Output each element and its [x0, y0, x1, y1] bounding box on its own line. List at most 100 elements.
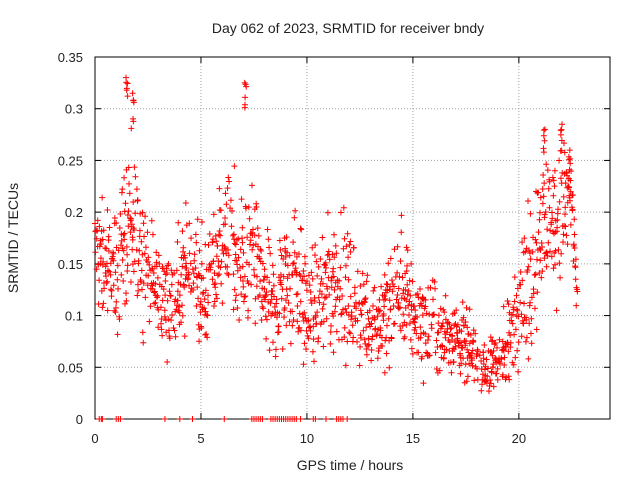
- data-point: [115, 247, 122, 254]
- data-point: [348, 316, 355, 323]
- data-point: [357, 334, 364, 341]
- data-point: [320, 301, 327, 308]
- data-point: [525, 263, 532, 270]
- data-point: [321, 294, 328, 301]
- data-point: [124, 80, 131, 87]
- data-point: [393, 296, 400, 303]
- data-point: [176, 309, 183, 316]
- data-point: [363, 324, 370, 331]
- data-point: [448, 369, 455, 376]
- data-point: [166, 327, 172, 334]
- data-point: [263, 316, 270, 323]
- data-point: [207, 264, 214, 271]
- data-point: [382, 295, 389, 302]
- data-point: [404, 291, 411, 298]
- data-point: [153, 249, 160, 256]
- data-point: [125, 208, 132, 215]
- data-point: [130, 118, 137, 125]
- data-point: [347, 238, 354, 245]
- data-point: [204, 312, 211, 319]
- data-point: [494, 365, 501, 372]
- data-point: [307, 327, 314, 334]
- data-point: [253, 203, 260, 210]
- data-point: [214, 242, 221, 249]
- data-point: [424, 336, 431, 343]
- data-point: [432, 349, 439, 356]
- data-point: [511, 274, 518, 281]
- data-point: [245, 280, 252, 287]
- data-point: [453, 307, 460, 314]
- x-tick-label: 10: [300, 431, 314, 446]
- y-tick-label: 0.25: [58, 153, 83, 168]
- data-point: [435, 312, 442, 319]
- data-point: [539, 243, 546, 250]
- data-point: [101, 285, 108, 292]
- data-point: [466, 306, 473, 313]
- data-point: [415, 349, 422, 356]
- data-point: [139, 286, 146, 293]
- data-point: [539, 185, 546, 192]
- data-point: [244, 234, 251, 241]
- data-point: [363, 278, 370, 285]
- data-point: [162, 317, 169, 324]
- data-point: [400, 311, 407, 318]
- data-point: [127, 215, 134, 222]
- data-point: [443, 346, 450, 353]
- data-point: [380, 310, 387, 317]
- data-point: [525, 198, 532, 205]
- data-point: [357, 282, 364, 289]
- data-point: [539, 268, 546, 275]
- data-point: [423, 310, 430, 317]
- data-point: [523, 316, 530, 323]
- data-point: [347, 293, 354, 300]
- data-point: [330, 265, 337, 272]
- data-point: [396, 304, 403, 311]
- data-point: [540, 145, 547, 152]
- data-point: [263, 289, 270, 296]
- data-point: [568, 168, 575, 175]
- data-point: [113, 298, 120, 305]
- data-point: [487, 334, 494, 341]
- data-point: [464, 373, 471, 380]
- data-point: [193, 239, 200, 246]
- data-point: [291, 249, 298, 256]
- data-point: [562, 180, 569, 187]
- data-point: [528, 294, 535, 301]
- data-point: [161, 416, 168, 422]
- data-point: [93, 266, 100, 273]
- data-point: [571, 244, 578, 251]
- data-point: [281, 314, 288, 321]
- data-point: [205, 241, 212, 248]
- data-point: [398, 295, 405, 302]
- data-point: [395, 299, 402, 306]
- data-point: [338, 310, 345, 317]
- data-point: [345, 311, 352, 318]
- data-point: [289, 308, 296, 315]
- data-point: [339, 293, 346, 300]
- data-point: [380, 317, 387, 324]
- data-point: [274, 314, 281, 321]
- data-point: [486, 383, 493, 390]
- data-point: [319, 305, 326, 312]
- data-point: [319, 280, 326, 287]
- data-point: [545, 185, 552, 192]
- data-point: [522, 248, 529, 255]
- data-point: [569, 191, 576, 198]
- data-point: [383, 334, 390, 341]
- data-point: [457, 339, 464, 346]
- data-point: [550, 192, 557, 199]
- data-point: [298, 226, 305, 233]
- data-point: [210, 211, 217, 218]
- data-point: [553, 307, 560, 314]
- data-point: [566, 197, 573, 204]
- data-point: [242, 94, 249, 101]
- data-point: [141, 250, 148, 257]
- data-point: [193, 302, 200, 309]
- data-point: [312, 312, 319, 319]
- data-point: [167, 293, 174, 300]
- data-point: [517, 268, 524, 275]
- data-point: [505, 301, 512, 308]
- data-point: [203, 331, 210, 338]
- data-point: [232, 251, 239, 258]
- data-point: [315, 294, 322, 301]
